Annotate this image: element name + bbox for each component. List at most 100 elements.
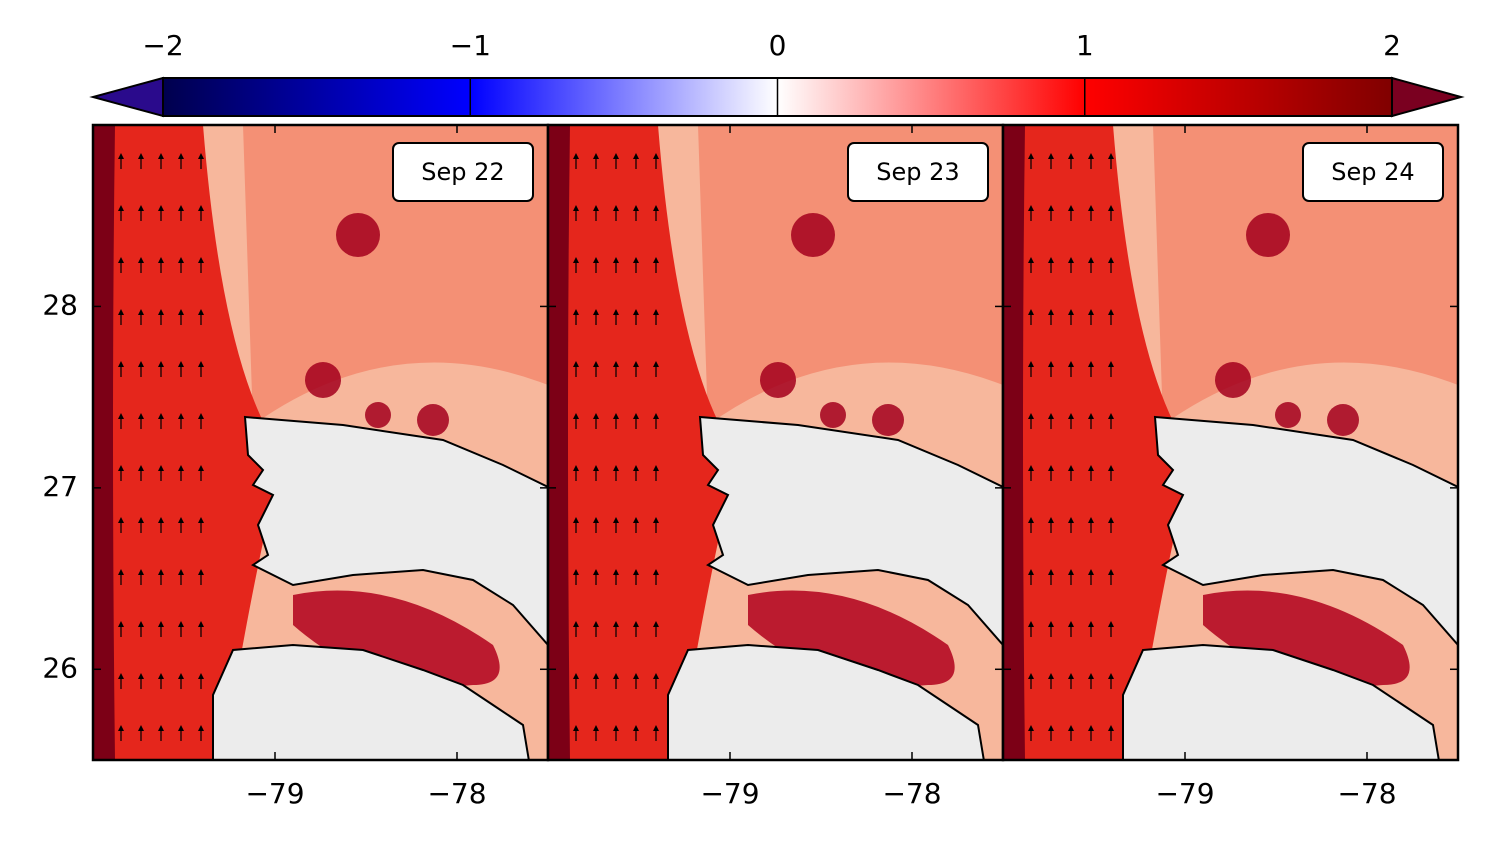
eddy xyxy=(791,213,835,257)
velocity-arrow-head xyxy=(158,257,164,263)
velocity-arrow-head xyxy=(633,725,639,731)
velocity-arrow-head xyxy=(613,673,619,679)
map-field xyxy=(548,125,1003,760)
velocity-arrow-head xyxy=(178,413,184,419)
velocity-arrow-head xyxy=(653,569,659,575)
velocity-arrow-head xyxy=(138,621,144,627)
velocity-arrow-head xyxy=(138,413,144,419)
velocity-arrow-head xyxy=(1108,621,1114,627)
velocity-arrow-head xyxy=(1088,309,1094,315)
x-tick-label: −79 xyxy=(700,777,759,810)
land xyxy=(698,415,1003,647)
land xyxy=(1122,643,1440,760)
velocity-arrow-head xyxy=(178,569,184,575)
velocity-arrow-head xyxy=(633,413,639,419)
colorbar-tick-label: −2 xyxy=(142,29,183,62)
land xyxy=(1153,415,1458,647)
velocity-arrow-head xyxy=(1048,465,1054,471)
velocity-arrow-head xyxy=(118,569,124,575)
velocity-arrow-head xyxy=(573,673,579,679)
velocity-arrow-head xyxy=(138,517,144,523)
velocity-arrow-head xyxy=(1028,257,1034,263)
velocity-arrow-head xyxy=(158,309,164,315)
velocity-arrow-head xyxy=(1028,153,1034,159)
velocity-arrow-head xyxy=(138,569,144,575)
velocity-arrow-head xyxy=(118,725,124,731)
velocity-arrow-head xyxy=(1068,621,1074,627)
velocity-arrow-head xyxy=(593,725,599,731)
velocity-arrow-head xyxy=(1048,153,1054,159)
velocity-arrow-head xyxy=(198,361,204,367)
velocity-arrow-head xyxy=(653,413,659,419)
velocity-arrow-head xyxy=(1048,673,1054,679)
velocity-arrow-head xyxy=(178,257,184,263)
velocity-arrow-head xyxy=(1088,465,1094,471)
x-tick-label: −78 xyxy=(1337,777,1396,810)
velocity-arrow-head xyxy=(1068,309,1074,315)
velocity-arrow-head xyxy=(118,257,124,263)
velocity-arrow-head xyxy=(1088,569,1094,575)
velocity-arrow-head xyxy=(1028,361,1034,367)
velocity-arrow-head xyxy=(198,673,204,679)
velocity-arrow-head xyxy=(633,621,639,627)
velocity-arrow-head xyxy=(1068,465,1074,471)
velocity-arrow-head xyxy=(633,153,639,159)
date-label: Sep 24 xyxy=(1331,158,1414,186)
velocity-arrow-head xyxy=(573,569,579,575)
x-tick-label: −79 xyxy=(245,777,304,810)
velocity-arrow-head xyxy=(1028,673,1034,679)
eddy xyxy=(365,402,391,428)
velocity-arrow-head xyxy=(1088,725,1094,731)
velocity-arrow-head xyxy=(613,621,619,627)
velocity-arrow-head xyxy=(178,725,184,731)
velocity-arrow-head xyxy=(653,725,659,731)
channel-eddy xyxy=(748,590,955,687)
velocity-arrow-head xyxy=(1028,725,1034,731)
land xyxy=(212,643,530,760)
current-core xyxy=(93,125,115,760)
velocity-arrow-head xyxy=(633,361,639,367)
velocity-arrow-head xyxy=(158,725,164,731)
velocity-arrow-head xyxy=(1068,153,1074,159)
y-tick-label: 27 xyxy=(42,470,78,503)
velocity-arrow-head xyxy=(1068,257,1074,263)
velocity-arrow-head xyxy=(613,257,619,263)
velocity-arrow-head xyxy=(633,673,639,679)
eddy xyxy=(1327,404,1359,436)
velocity-arrow-head xyxy=(158,361,164,367)
velocity-arrow-head xyxy=(198,153,204,159)
velocity-arrow-head xyxy=(653,205,659,211)
eddy xyxy=(336,213,380,257)
velocity-arrow-head xyxy=(613,413,619,419)
velocity-arrow-head xyxy=(178,465,184,471)
velocity-arrow-head xyxy=(1108,569,1114,575)
velocity-arrow-head xyxy=(198,465,204,471)
velocity-arrow-head xyxy=(1048,621,1054,627)
eddy xyxy=(1246,213,1290,257)
velocity-arrow-head xyxy=(1068,673,1074,679)
velocity-arrow-head xyxy=(138,153,144,159)
velocity-arrow-head xyxy=(198,413,204,419)
velocity-arrow-head xyxy=(198,205,204,211)
velocity-arrow-head xyxy=(1048,257,1054,263)
velocity-arrow-head xyxy=(573,465,579,471)
velocity-arrow-head xyxy=(118,673,124,679)
velocity-arrow-head xyxy=(1068,205,1074,211)
eddy xyxy=(760,362,796,398)
velocity-arrow-head xyxy=(1028,413,1034,419)
map-field xyxy=(1003,125,1458,760)
velocity-arrow-head xyxy=(118,517,124,523)
velocity-arrow-head xyxy=(138,673,144,679)
panel-frame xyxy=(1001,123,1460,762)
velocity-arrow-head xyxy=(633,257,639,263)
velocity-arrow-head xyxy=(593,517,599,523)
velocity-arrow-head xyxy=(158,673,164,679)
current-band xyxy=(93,125,283,760)
velocity-arrow-head xyxy=(1048,309,1054,315)
velocity-arrow-head xyxy=(573,413,579,419)
velocity-arrow-head xyxy=(613,725,619,731)
colorbar-tick-label: 0 xyxy=(769,29,787,62)
velocity-arrow-head xyxy=(118,361,124,367)
colorbar-tick-label: 2 xyxy=(1383,29,1401,62)
eddy xyxy=(417,404,449,436)
